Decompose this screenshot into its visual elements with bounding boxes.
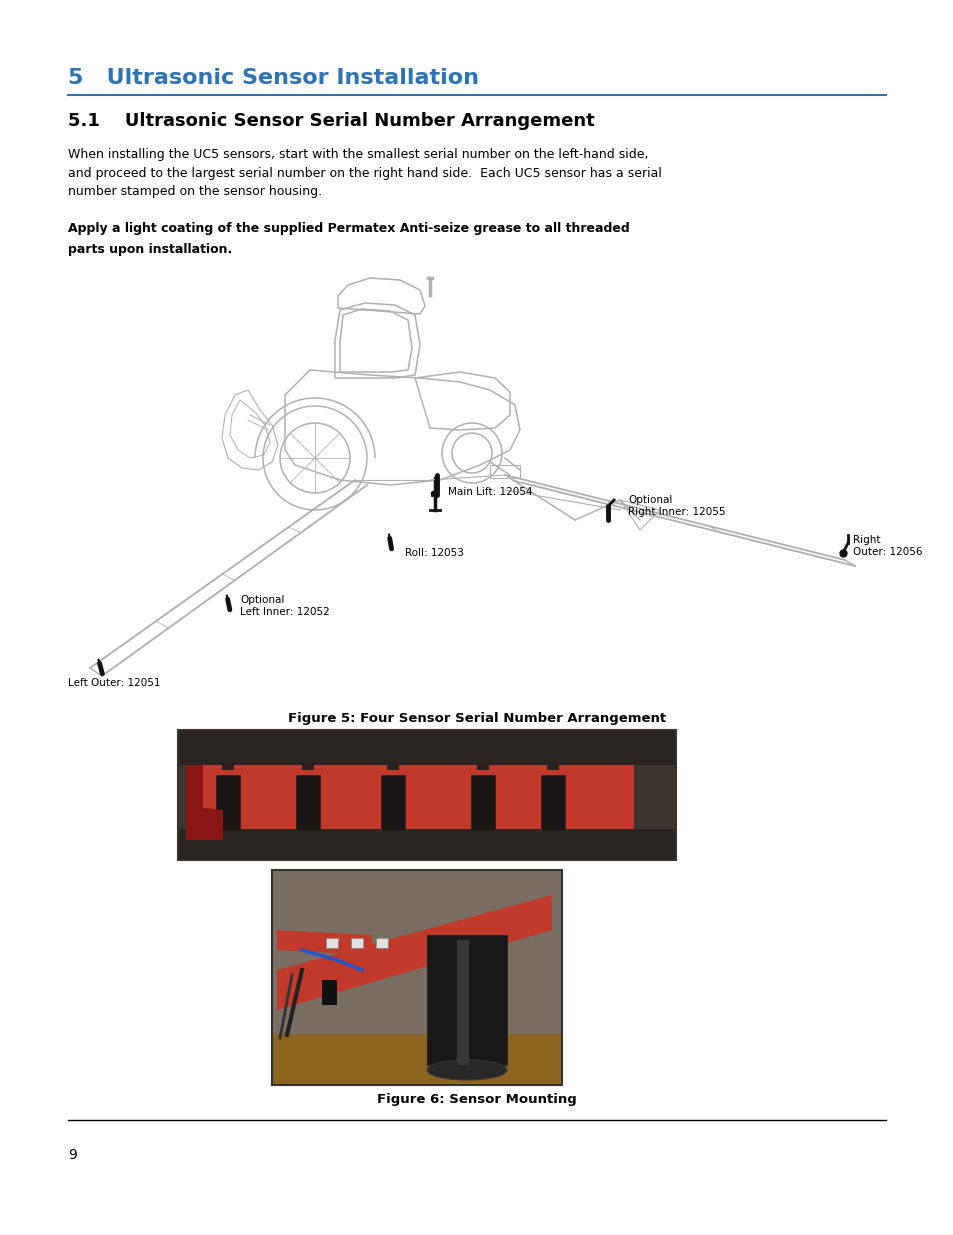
Bar (546, 762, 558, 769)
Bar (179, 829, 675, 860)
Bar (326, 939, 337, 948)
Text: 5.1    Ultrasonic Sensor Serial Number Arrangement: 5.1 Ultrasonic Sensor Serial Number Arra… (68, 112, 594, 130)
Polygon shape (186, 764, 223, 840)
Text: Right
Outer: 12056: Right Outer: 12056 (852, 535, 922, 557)
Bar (273, 869, 560, 955)
Text: 9: 9 (68, 1149, 77, 1162)
Bar (456, 940, 469, 1065)
Bar (351, 939, 363, 948)
Bar (540, 776, 564, 830)
Text: Apply a light coating of the supplied Permatex Anti-seize grease to all threaded: Apply a light coating of the supplied Pe… (68, 222, 629, 235)
Text: When installing the UC5 sensors, start with the smallest serial number on the le: When installing the UC5 sensors, start w… (68, 148, 661, 198)
Bar (273, 1034, 560, 1084)
Bar (380, 776, 405, 830)
Bar (179, 731, 675, 860)
Polygon shape (276, 895, 552, 1010)
Text: Optional
Right Inner: 12055: Optional Right Inner: 12055 (627, 495, 724, 517)
Bar (178, 730, 676, 860)
Bar (272, 869, 561, 1086)
Bar (179, 731, 675, 764)
Text: Figure 5: Four Sensor Serial Number Arrangement: Figure 5: Four Sensor Serial Number Arra… (288, 713, 665, 725)
Polygon shape (276, 930, 372, 955)
Bar (387, 762, 398, 769)
Bar (295, 776, 319, 830)
Bar (186, 764, 634, 835)
Bar (222, 762, 233, 769)
Bar (322, 981, 336, 1005)
Text: Optional
Left Inner: 12052: Optional Left Inner: 12052 (240, 595, 330, 618)
Text: Main Lift: 12054: Main Lift: 12054 (448, 487, 532, 496)
Bar (471, 776, 495, 830)
Text: 5   Ultrasonic Sensor Installation: 5 Ultrasonic Sensor Installation (68, 68, 478, 88)
Text: Left Outer: 12051: Left Outer: 12051 (68, 678, 160, 688)
Bar (302, 762, 314, 769)
Ellipse shape (427, 1060, 506, 1079)
Text: parts upon installation.: parts upon installation. (68, 243, 232, 256)
Bar (427, 935, 506, 1065)
Bar (215, 776, 240, 830)
Bar (476, 762, 489, 769)
Text: Figure 6: Sensor Mounting: Figure 6: Sensor Mounting (376, 1093, 577, 1107)
Bar (375, 939, 388, 948)
Text: Roll: 12053: Roll: 12053 (405, 548, 463, 558)
